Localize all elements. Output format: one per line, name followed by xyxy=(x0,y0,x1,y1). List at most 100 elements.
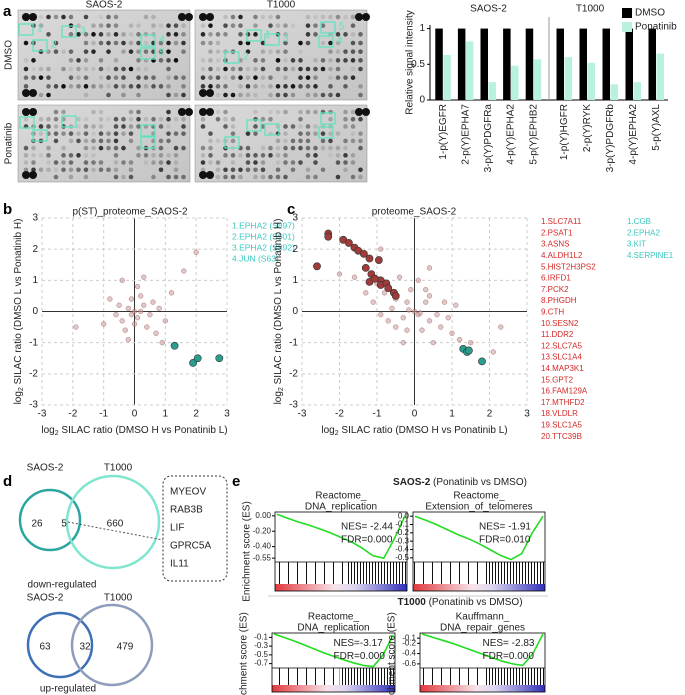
blot-spot xyxy=(83,84,89,89)
blot-image xyxy=(194,104,368,183)
venn-count: 479 xyxy=(117,642,134,653)
blot-spot xyxy=(166,23,171,28)
reference-spot xyxy=(178,108,186,116)
blot-spot xyxy=(215,40,221,46)
y-tick-label: -0.6 xyxy=(402,659,416,668)
blot-spot xyxy=(230,153,236,158)
blot-spot xyxy=(223,14,228,20)
highlighted-point xyxy=(464,346,473,355)
venn-caption: up-regulated xyxy=(40,684,96,695)
reference-spot xyxy=(206,108,214,116)
blot-spot xyxy=(53,124,59,129)
reference-spot xyxy=(22,89,30,97)
blot-spot xyxy=(275,174,281,180)
point xyxy=(119,318,125,324)
gene-name: IL11 xyxy=(170,559,189,570)
reference-spot xyxy=(362,108,370,116)
barcode xyxy=(275,562,348,584)
es-curve xyxy=(273,633,394,668)
blot-spot xyxy=(268,153,273,158)
blot-spot xyxy=(305,84,311,89)
y-axis-label: Enrichment score (ES) xyxy=(242,501,253,602)
blot-spot xyxy=(320,167,326,173)
label-text: log xyxy=(321,425,334,436)
blot-spot xyxy=(68,160,74,165)
blot-spot xyxy=(143,75,149,80)
legend-entry: 3.KIT xyxy=(627,240,646,249)
blot-spot xyxy=(343,167,348,173)
highlight-box xyxy=(140,47,156,60)
blot-spot xyxy=(305,23,311,28)
blot-spot xyxy=(136,145,141,151)
blot-spot xyxy=(245,153,251,158)
blot-spot xyxy=(166,116,171,122)
set-label: SAOS-2 xyxy=(27,463,64,474)
point xyxy=(381,290,388,296)
venn-count: 26 xyxy=(31,519,43,530)
barcode xyxy=(272,668,340,685)
blot-spot xyxy=(298,66,303,72)
gene-name: RAB3B xyxy=(170,505,203,516)
blot-spot xyxy=(76,75,81,80)
fdr-label: FDR=0.000 xyxy=(341,535,393,546)
blot-spot xyxy=(328,40,333,46)
blot-spot xyxy=(136,66,141,72)
blot-spot xyxy=(46,92,51,98)
blot-spot xyxy=(91,23,96,28)
y-tick-label: -0.7 xyxy=(254,659,268,668)
legend-swatch xyxy=(622,22,632,32)
blot-spot xyxy=(260,14,266,20)
plot-title: DNA_replication xyxy=(297,623,369,634)
blot-spot xyxy=(350,58,356,63)
blot-spot xyxy=(223,84,228,89)
blot-spot xyxy=(91,153,96,158)
blot-spot xyxy=(238,32,243,37)
blot-spot xyxy=(223,153,228,158)
blot-spot xyxy=(121,145,126,151)
blot-spot xyxy=(136,84,141,89)
blot-spot xyxy=(215,58,221,63)
blot-spot xyxy=(208,84,213,89)
blot-spot xyxy=(290,66,296,72)
highlighted-point xyxy=(391,292,400,300)
plot-title: DNA_replication xyxy=(305,502,377,513)
point xyxy=(423,299,429,305)
blot-spot xyxy=(313,32,318,37)
category-label: 3-p(Y)PDGFRa xyxy=(483,104,494,173)
blot-spot xyxy=(98,145,104,151)
legend-entry: 20.TTC39B xyxy=(541,432,582,441)
blot-spot xyxy=(200,23,206,28)
legend-label: DMSO xyxy=(635,8,665,19)
blot-spot xyxy=(166,49,171,54)
blot-spot xyxy=(106,32,111,37)
box-label: 3 xyxy=(283,34,289,45)
highlight-box xyxy=(32,39,48,52)
blot-spot xyxy=(320,138,326,144)
blot-spot xyxy=(128,160,134,165)
rank-gradient xyxy=(420,685,545,692)
blot-spot xyxy=(350,124,356,129)
category-label: 4-p(Y)EPHA2 xyxy=(506,104,517,165)
blot-spot xyxy=(253,23,258,28)
blot-spot xyxy=(166,84,171,89)
axis-label: log2 SILAC ratio (DMSO H vs Ponatinib L) xyxy=(321,425,507,437)
blot-spot xyxy=(298,58,303,63)
reference-spot xyxy=(355,13,363,21)
chart-title: proteome_SAOS-2 xyxy=(372,207,457,218)
blot-spot xyxy=(268,14,273,20)
blot-spot xyxy=(200,75,206,80)
blot-spot xyxy=(136,23,141,28)
highlight-box xyxy=(140,136,156,149)
barcode xyxy=(339,668,395,685)
point xyxy=(400,340,406,346)
blot-spot xyxy=(350,174,356,180)
blot-spot xyxy=(223,109,228,115)
blot-spot xyxy=(38,49,44,54)
blot-spot xyxy=(83,49,89,54)
label-subscript: 2 xyxy=(335,430,339,437)
point xyxy=(408,287,414,293)
blot-spot xyxy=(260,66,266,72)
es-curve xyxy=(276,513,406,560)
blot-spot xyxy=(313,145,318,151)
legend-entry: 1.CGB xyxy=(627,217,651,226)
